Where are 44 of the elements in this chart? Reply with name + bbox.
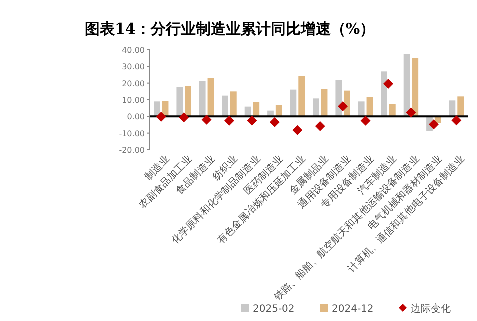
- y-tick-label: 20.00: [122, 79, 145, 88]
- point: [406, 108, 416, 118]
- bar: [185, 86, 192, 117]
- point: [292, 125, 303, 136]
- bar: [230, 92, 237, 117]
- bar: [390, 104, 396, 117]
- point: [224, 116, 234, 126]
- point: [179, 112, 190, 123]
- legend-label: 边际变化: [411, 303, 451, 315]
- bar: [253, 102, 260, 117]
- bar: [222, 96, 228, 117]
- y-tick-label: -10.00: [119, 129, 145, 138]
- legend-label: 2025-02: [253, 304, 295, 315]
- point: [338, 102, 348, 112]
- bar: [276, 105, 282, 117]
- point: [315, 121, 326, 132]
- point: [452, 116, 462, 126]
- bar: [336, 80, 342, 117]
- bar: [298, 76, 306, 117]
- point: [156, 112, 166, 122]
- y-tick-label: 0.00: [127, 112, 145, 122]
- bar: [312, 98, 320, 117]
- legend-label: 2024-12: [332, 304, 374, 315]
- y-tick-label: 30.00: [122, 62, 145, 72]
- bar: [208, 78, 214, 117]
- bar: [321, 89, 328, 117]
- chart-title: 图表14：分行业制造业累计同比增速（%）: [85, 20, 376, 38]
- point: [360, 116, 371, 126]
- point: [247, 116, 258, 126]
- bar: [290, 90, 297, 117]
- y-tick-label: -20.00: [119, 146, 145, 155]
- y-tick-label: 10.00: [122, 96, 145, 105]
- y-tick-label: 40.00: [122, 46, 145, 55]
- bar: [458, 96, 464, 117]
- point: [384, 79, 394, 89]
- bar: [412, 58, 419, 117]
- bar: [358, 102, 365, 117]
- bar: [154, 102, 160, 117]
- point: [202, 114, 212, 125]
- bar: [199, 82, 206, 117]
- point: [270, 117, 280, 128]
- bar: [176, 88, 184, 117]
- point: [428, 120, 439, 130]
- bar: [381, 72, 388, 117]
